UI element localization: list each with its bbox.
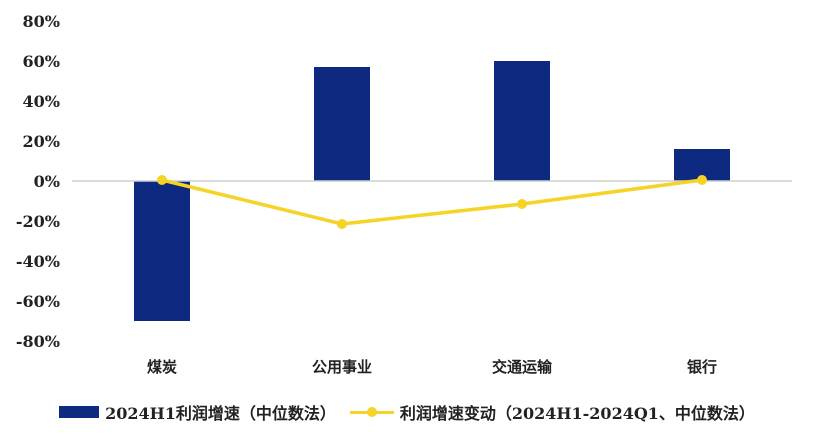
line-point [697,175,707,185]
line-point [337,219,347,229]
y-tick-label: 60% [23,52,60,71]
chart: 80% 60% 40% 20% 0% -20% -40% -60% -80% 煤炭 公用事业 交通运… [16,12,792,376]
y-tick-label: -40% [16,252,60,271]
legend-bar-swatch [59,406,100,418]
y-tick-label: 40% [23,92,60,111]
line-series [157,175,707,229]
y-tick-label: -80% [16,332,60,351]
line-point [157,175,167,185]
legend: 2024H1利润增速（中位数法） 利润增速变动（2024H1-2024Q1、中位… [0,400,814,424]
line-point [517,199,527,209]
bar-series [134,61,730,321]
category-label: 银行 [687,358,717,376]
legend-bar-label: 2024H1利润增速（中位数法） [105,404,336,423]
y-tick-label: -60% [16,292,60,311]
x-axis: 煤炭 公用事业 交通运输 银行 [147,358,717,376]
bar [134,181,190,321]
category-label: 煤炭 [147,358,177,376]
y-tick-label: 0% [34,172,60,191]
legend-item-bar: 2024H1利润增速（中位数法） [59,400,336,424]
legend-line-label: 利润增速变动（2024H1-2024Q1、中位数法） [399,404,755,423]
bar [494,61,550,181]
legend-item-line: 利润增速变动（2024H1-2024Q1、中位数法） [349,400,755,424]
legend-line-swatch [349,405,394,419]
category-label: 公用事业 [312,358,372,376]
bar [314,67,370,181]
category-label: 交通运输 [492,358,553,376]
y-tick-label: -20% [16,212,60,231]
y-tick-label: 80% [23,12,60,31]
y-tick-label: 20% [23,132,60,151]
series-line [161,178,703,226]
y-axis: 80% 60% 40% 20% 0% -20% -40% -60% -80% [16,12,60,351]
